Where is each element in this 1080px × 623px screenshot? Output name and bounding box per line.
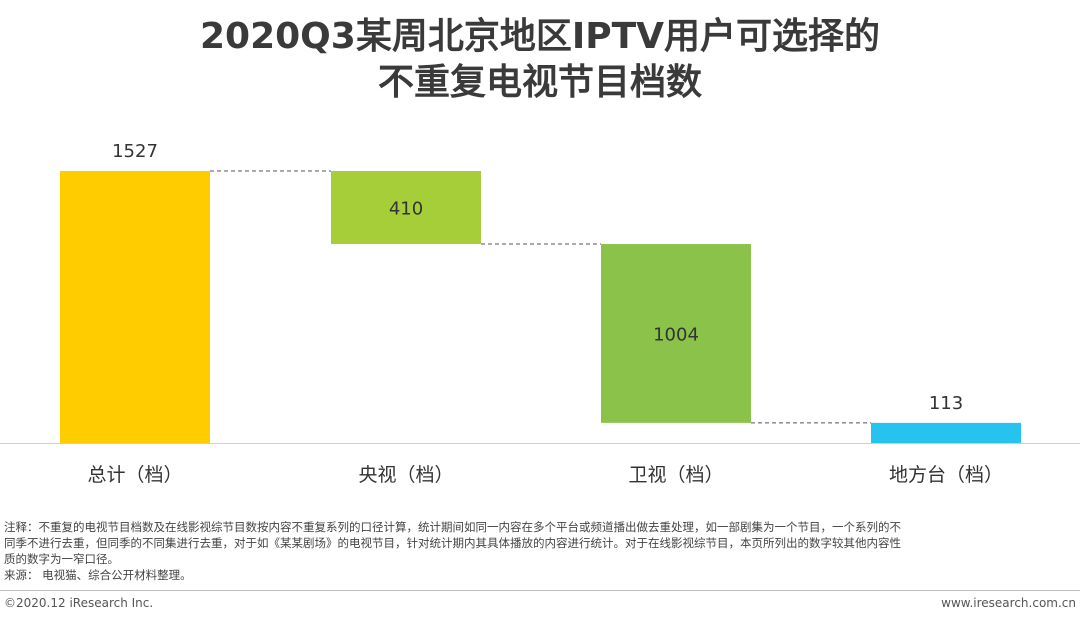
value-label-2: 410 xyxy=(389,199,423,220)
note-line-1: 注释：不重复的电视节目档数及在线影视综节目数按内容不重复系列的口径计算，统计期间… xyxy=(4,520,901,534)
category-label-1: 总计（档） xyxy=(87,464,182,486)
notes-block: 注释：不重复的电视节目档数及在线影视综节目数按内容不重复系列的口径计算，统计期间… xyxy=(4,519,1076,583)
source-line: 来源： 电视猫、综合公开材料整理。 xyxy=(4,568,192,582)
title-line-2: 不重复电视节目档数 xyxy=(377,62,702,103)
waterfall-chart: 1527 总计（档） 410 央视（档） 1004 卫视（档） 113 地方台（档） xyxy=(0,141,1080,486)
note-line-2: 同季不进行去重，但同季的不同集进行去重，对于如《某某剧场》的电视节目，针对统计期… xyxy=(4,536,901,550)
copyright-text: ©2020.12 iResearch Inc. xyxy=(4,596,154,610)
bar-1 xyxy=(60,171,210,443)
footer-divider xyxy=(0,590,1080,591)
chart-title: 2020Q3某周北京地区IPTV用户可选择的 不重复电视节目档数 xyxy=(0,14,1080,106)
title-line-1: 2020Q3某周北京地区IPTV用户可选择的 xyxy=(199,16,881,57)
note-line-3: 质的数字为一窄口径。 xyxy=(4,552,119,566)
bar-4 xyxy=(871,422,1021,443)
category-label-4: 地方台（档） xyxy=(889,464,1003,486)
category-label-2: 央视（档） xyxy=(358,464,453,486)
website-text: www.iresearch.com.cn xyxy=(941,596,1076,610)
bar-3 xyxy=(601,244,751,423)
bar-2 xyxy=(331,171,481,245)
category-label-3: 卫视（档） xyxy=(628,464,723,486)
value-label-1: 1527 xyxy=(112,141,158,162)
value-label-4: 113 xyxy=(929,393,963,414)
value-label-3: 1004 xyxy=(653,324,699,345)
